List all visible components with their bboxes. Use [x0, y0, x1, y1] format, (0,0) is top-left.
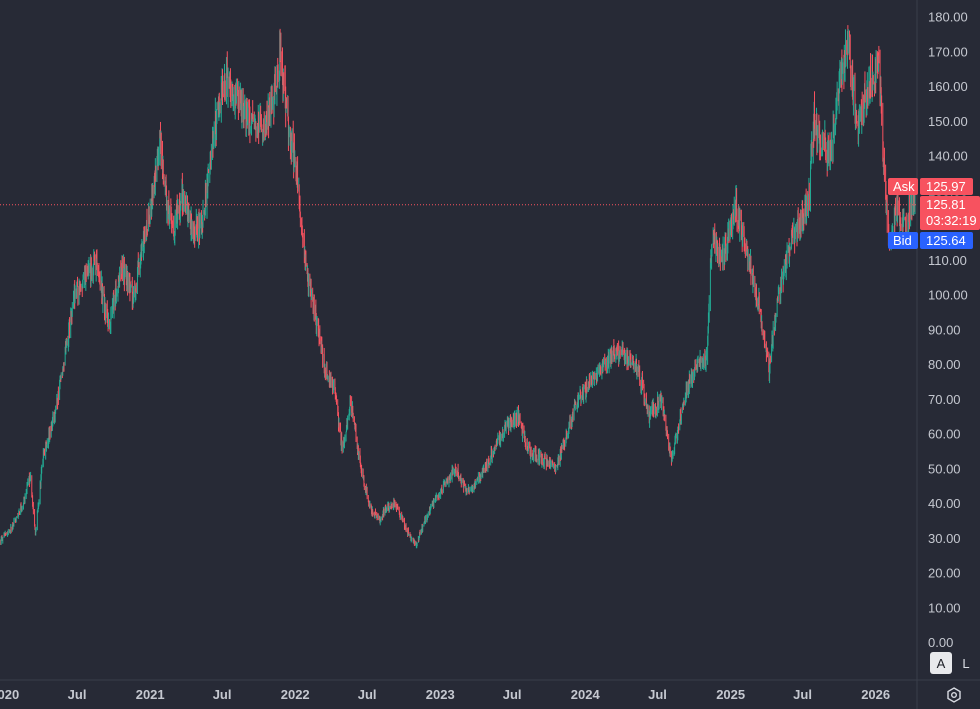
y-tick-label: 170.00	[928, 44, 968, 59]
ask-value: 125.97	[926, 179, 966, 194]
settings-icon	[947, 687, 961, 703]
ask-tag: Ask 125.97	[888, 178, 973, 195]
x-tick-label: Jul	[213, 687, 232, 702]
bid-label: Bid	[893, 233, 912, 248]
last-price-value: 125.81	[926, 197, 966, 212]
x-tick-label: Jul	[68, 687, 87, 702]
candles-layer	[0, 25, 916, 549]
y-tick-label: 80.00	[928, 357, 961, 372]
x-tick-label: 2023	[426, 687, 455, 702]
x-tick-label: 2025	[716, 687, 745, 702]
time-axis[interactable]: 2020 Jul 2021 Jul 2022 Jul 2023 Jul 2024 Jul 2025 J…	[0, 687, 890, 702]
y-tick-label: 20.00	[928, 566, 961, 581]
x-tick-label: Jul	[793, 687, 812, 702]
y-tick-label: 160.00	[928, 79, 968, 94]
y-tick-label: 150.00	[928, 114, 968, 129]
y-tick-label: 50.00	[928, 461, 961, 476]
y-tick-label: 140.00	[928, 149, 968, 164]
y-tick-label: 180.00	[928, 10, 968, 25]
x-tick-label: 2021	[136, 687, 165, 702]
log-scale-button[interactable]: L	[962, 655, 970, 671]
bid-tag: Bid 125.64	[888, 232, 973, 249]
y-tick-label: 0.00	[928, 635, 953, 650]
settings-button[interactable]	[942, 683, 966, 707]
price-axis[interactable]: 0.00 10.00 20.00 30.00 40.00 50.00 60.00 70.00 8…	[928, 10, 968, 651]
x-tick-label: 2024	[571, 687, 601, 702]
x-tick-label: 2026	[861, 687, 890, 702]
bar-countdown: 03:32:19	[926, 213, 977, 228]
x-tick-label: 2020	[0, 687, 19, 702]
x-tick-label: 2022	[281, 687, 310, 702]
y-tick-label: 40.00	[928, 496, 961, 511]
x-tick-label: Jul	[503, 687, 522, 702]
last-price-tag: 125.81 03:32:19	[920, 196, 980, 230]
x-tick-label: Jul	[648, 687, 667, 702]
bid-value: 125.64	[926, 233, 966, 248]
ask-label: Ask	[893, 179, 915, 194]
auto-scale-button[interactable]: A	[930, 652, 952, 674]
x-tick-label: Jul	[358, 687, 377, 702]
y-tick-label: 60.00	[928, 427, 961, 442]
y-tick-label: 10.00	[928, 600, 961, 615]
y-tick-label: 110.00	[928, 253, 967, 268]
y-tick-label: 90.00	[928, 322, 961, 337]
y-tick-label: 70.00	[928, 392, 961, 407]
y-tick-label: 30.00	[928, 531, 961, 546]
y-tick-label: 100.00	[928, 288, 968, 303]
